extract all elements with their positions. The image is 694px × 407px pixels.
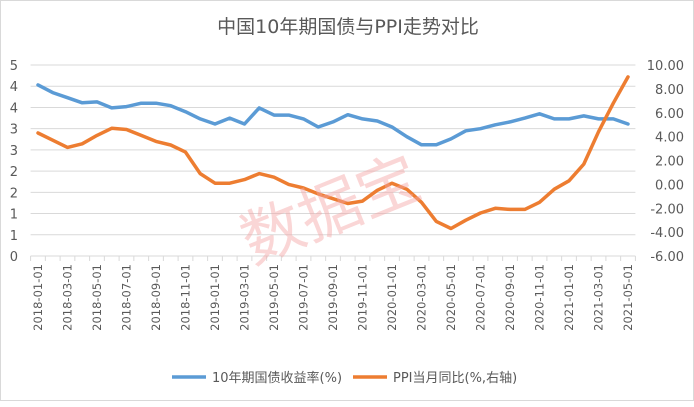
- watermark: 数据宝: [231, 141, 431, 278]
- left-axis-tick-label: 2: [10, 165, 18, 180]
- right-axis-tick-label: 0.00: [655, 178, 684, 193]
- x-axis-tick-label: 2018-07-01: [119, 264, 133, 331]
- x-axis-tick-label: 2019-09-01: [326, 264, 340, 331]
- right-axis-tick-label: 4.00: [655, 131, 684, 146]
- left-axis-tick-label: 0: [10, 250, 18, 265]
- legend-label-bond-yield: 10年期国债收益率(%): [212, 370, 342, 386]
- x-axis-tick-label: 2020-05-01: [444, 264, 458, 331]
- x-axis-tick-label: 2019-07-01: [296, 264, 310, 331]
- series-line-bond-yield: [36, 83, 630, 147]
- x-axis-tick-label: 2020-11-01: [533, 264, 547, 331]
- right-axis-tick-label: -2.00: [650, 202, 684, 217]
- x-axis-tick-label: 2019-01-01: [208, 264, 222, 331]
- x-axis-tick-label: 2020-09-01: [503, 264, 517, 331]
- legend-label-ppi: PPI当月同比(%,右轴): [393, 371, 517, 386]
- x-axis-tick-label: 2018-05-01: [90, 264, 104, 331]
- right-axis-tick-label: 8.00: [655, 83, 684, 98]
- legend: 10年期国债收益率(%) PPI当月同比(%,右轴): [172, 370, 517, 386]
- right-axis-tick-label: 6.00: [655, 107, 684, 122]
- left-axis-tick-label: 4: [10, 101, 18, 116]
- left-axis-tick-label: 1: [10, 229, 18, 244]
- left-axis-tick-label: 5: [10, 59, 18, 74]
- left-axis-tick-label: 1: [10, 208, 18, 223]
- series-line-ppi: [36, 75, 630, 231]
- left-axis-tick-label: 3: [10, 123, 18, 138]
- x-axis-tick-label: 2018-01-01: [31, 264, 45, 331]
- x-axis-tick-label: 2020-03-01: [415, 264, 429, 331]
- right-axis-tick-label: 2.00: [655, 155, 684, 170]
- x-axis-tick-label: 2020-07-01: [474, 264, 488, 331]
- x-axis-tick-label: 2021-05-01: [621, 264, 635, 331]
- x-axis-tick-label: 2019-05-01: [267, 264, 281, 331]
- left-axis-tick-label: 4: [10, 80, 18, 95]
- x-axis-tick-label: 2020-01-01: [385, 264, 399, 331]
- x-axis-tick-label: 2019-11-01: [356, 264, 370, 331]
- x-axis-tick-label: 2021-03-01: [592, 264, 606, 331]
- right-axis-tick-label: 10.00: [647, 59, 684, 74]
- chart-title: 中国10年期国债与PPI走势对比: [217, 16, 479, 38]
- left-axis-tick-label: 3: [10, 144, 18, 159]
- x-axis-tick-label: 2018-09-01: [149, 264, 163, 331]
- right-axis-tick-label: -4.00: [650, 226, 684, 241]
- x-axis-tick-label: 2018-03-01: [60, 264, 74, 331]
- x-axis-tick-label: 2018-11-01: [178, 264, 192, 331]
- left-axis-tick-label: 2: [10, 186, 18, 201]
- right-axis-tick-label: -6.00: [650, 250, 684, 265]
- x-axis-tick-label: 2021-01-01: [562, 264, 576, 331]
- x-axis-tick-label: 2019-03-01: [237, 264, 251, 331]
